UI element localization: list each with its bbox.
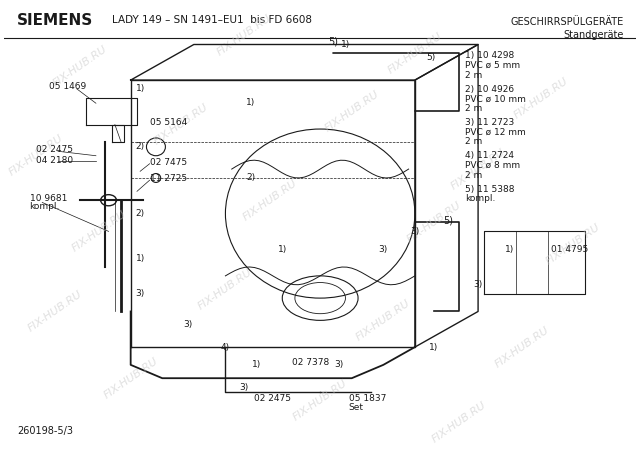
Text: 10 9681: 10 9681	[30, 194, 67, 202]
Text: GESCHIRRSPÜLGERÄTE
Standgeräte: GESCHIRRSPÜLGERÄTE Standgeräte	[510, 17, 623, 40]
Text: PVC ø 10 mm: PVC ø 10 mm	[466, 94, 527, 104]
Text: FIX-HUB.RU: FIX-HUB.RU	[7, 133, 65, 178]
Text: 11 2725: 11 2725	[149, 174, 187, 183]
Text: 3): 3)	[183, 320, 192, 329]
Text: 3): 3)	[378, 245, 388, 254]
Text: 1): 1)	[505, 245, 515, 254]
Text: FIX-HUB.RU: FIX-HUB.RU	[405, 200, 463, 245]
Text: FIX-HUB.RU: FIX-HUB.RU	[323, 89, 381, 134]
Text: FIX-HUB.RU: FIX-HUB.RU	[70, 209, 128, 254]
Text: SIEMENS: SIEMENS	[17, 13, 93, 27]
Text: 5) 11 5388: 5) 11 5388	[466, 184, 515, 194]
Text: 1): 1)	[252, 360, 261, 369]
Text: 05 5164: 05 5164	[149, 118, 187, 127]
Text: 02 2475: 02 2475	[254, 394, 291, 403]
Text: 02 7475: 02 7475	[149, 158, 187, 167]
Text: 2 m: 2 m	[466, 138, 483, 147]
Text: 4) 11 2724: 4) 11 2724	[466, 151, 515, 160]
Text: FIX-HUB.RU: FIX-HUB.RU	[102, 356, 160, 400]
Text: FIX-HUB.RU: FIX-HUB.RU	[544, 222, 602, 267]
Text: PVC ø 8 mm: PVC ø 8 mm	[466, 161, 521, 170]
Text: 2): 2)	[135, 209, 145, 218]
Text: FIX-HUB.RU: FIX-HUB.RU	[430, 400, 488, 445]
Text: 3): 3)	[335, 360, 343, 369]
Text: FIX-HUB.RU: FIX-HUB.RU	[51, 45, 109, 89]
Text: 3) 11 2723: 3) 11 2723	[466, 118, 515, 127]
Text: 1): 1)	[278, 245, 287, 254]
Text: 5): 5)	[443, 215, 453, 225]
Text: 3): 3)	[240, 382, 249, 392]
Text: 1): 1)	[341, 40, 350, 49]
Text: 01 4795: 01 4795	[551, 245, 588, 254]
Text: FIX-HUB.RU: FIX-HUB.RU	[354, 298, 412, 343]
Text: 1): 1)	[135, 85, 145, 94]
Text: 2): 2)	[135, 142, 145, 151]
Text: 2 m: 2 m	[466, 104, 483, 113]
Text: FIX-HUB.RU: FIX-HUB.RU	[240, 178, 299, 223]
Text: 1): 1)	[429, 342, 438, 351]
Text: 3): 3)	[410, 227, 420, 236]
Text: kompl.: kompl.	[30, 202, 60, 211]
Text: FIX-HUB.RU: FIX-HUB.RU	[197, 267, 254, 311]
Text: 2 m: 2 m	[466, 71, 483, 80]
Text: Set: Set	[349, 403, 364, 412]
Text: 4): 4)	[221, 342, 230, 351]
Text: 1): 1)	[246, 98, 255, 107]
Text: 02 7378: 02 7378	[292, 358, 329, 367]
Text: FIX-HUB.RU: FIX-HUB.RU	[152, 102, 210, 147]
Text: 260198-5/3: 260198-5/3	[17, 426, 73, 436]
Text: 1) 10 4298: 1) 10 4298	[466, 51, 515, 60]
Text: FIX-HUB.RU: FIX-HUB.RU	[26, 289, 84, 334]
Text: FIX-HUB.RU: FIX-HUB.RU	[494, 325, 551, 369]
Text: 2): 2)	[246, 174, 255, 183]
Text: 5): 5)	[426, 54, 435, 63]
Text: 05 1837: 05 1837	[349, 394, 386, 403]
Text: FIX-HUB.RU: FIX-HUB.RU	[216, 13, 273, 58]
Text: 3): 3)	[135, 289, 145, 298]
Text: FIX-HUB.RU: FIX-HUB.RU	[386, 31, 444, 76]
Text: 2 m: 2 m	[466, 171, 483, 180]
Text: FIX-HUB.RU: FIX-HUB.RU	[449, 147, 507, 191]
Text: FIX-HUB.RU: FIX-HUB.RU	[291, 378, 349, 423]
Text: 3): 3)	[473, 280, 483, 289]
Text: 2) 10 4926: 2) 10 4926	[466, 85, 515, 94]
Text: kompl.: kompl.	[466, 194, 496, 203]
Text: PVC ø 12 mm: PVC ø 12 mm	[466, 128, 526, 137]
Text: 02 2475: 02 2475	[36, 144, 73, 153]
Text: 05 1469: 05 1469	[48, 82, 86, 91]
Text: 1): 1)	[135, 253, 145, 262]
Text: FIX-HUB.RU: FIX-HUB.RU	[512, 76, 570, 120]
Text: LADY 149 – SN 1491–EU1  bis FD 6608: LADY 149 – SN 1491–EU1 bis FD 6608	[112, 15, 312, 25]
Text: PVC ø 5 mm: PVC ø 5 mm	[466, 61, 521, 70]
Text: 04 2180: 04 2180	[36, 156, 73, 165]
Text: 5): 5)	[328, 36, 338, 46]
